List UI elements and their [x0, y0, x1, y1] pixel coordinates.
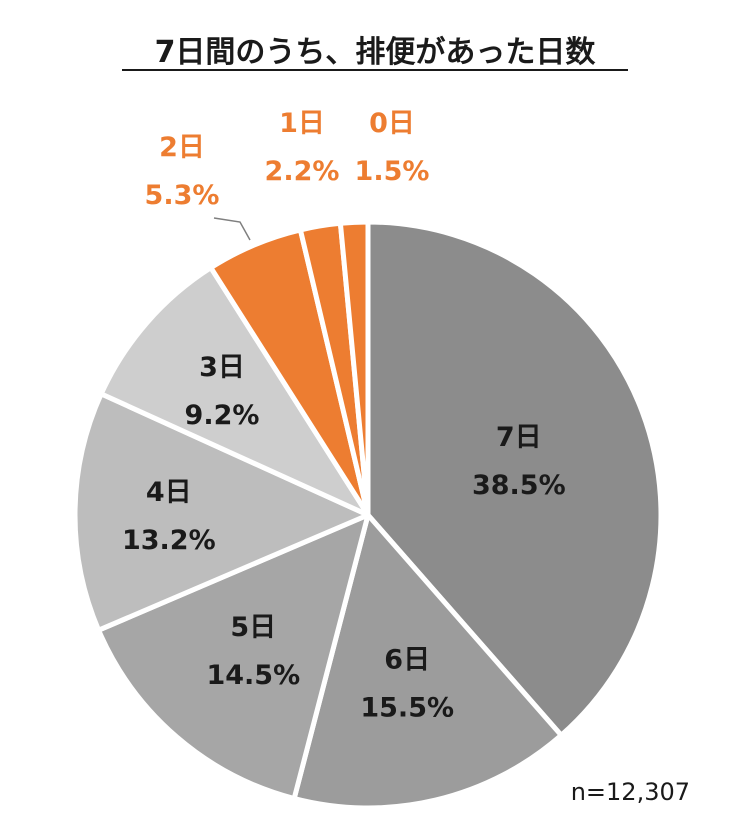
- pie-slice-1: [291, 512, 564, 811]
- slice-value-label-6: 2.2%: [265, 156, 340, 187]
- slice-category-label-3: 4日: [146, 477, 192, 508]
- slice-value-label-0: 38.5%: [472, 470, 566, 501]
- pie-slice-7: [337, 219, 371, 518]
- slice-value-label-7: 1.5%: [355, 156, 430, 187]
- slice-category-label-1: 6日: [384, 644, 430, 675]
- slice-value-label-1: 15.5%: [360, 692, 454, 723]
- slice-labels: 7日 38.5% 6日 15.5% 5日 14.5% 4日 13.2% 3日 9.2% 2日 5.3%…: [122, 108, 566, 723]
- chart-title: 7日間のうち、排便があった日数: [155, 35, 597, 70]
- pie-slice-0: [365, 219, 664, 738]
- slice-value-label-4: 9.2%: [185, 400, 260, 431]
- slice-category-label-4: 3日: [199, 352, 245, 383]
- slice-value-label-2: 14.5%: [206, 660, 300, 691]
- leader-lines: [213, 217, 251, 241]
- slice-category-label-2: 5日: [230, 612, 276, 643]
- leader-line-5: [213, 217, 251, 241]
- pie-slice-2: [96, 512, 371, 802]
- pie-slice-3: [72, 391, 371, 633]
- slice-value-label-3: 13.2%: [122, 525, 216, 556]
- pie-slice-4: [98, 265, 371, 518]
- slice-category-label-0: 7日: [496, 422, 542, 453]
- sample-size-note: n=12,307: [571, 778, 690, 806]
- pie-slices: [72, 219, 664, 811]
- slice-category-label-7: 0日: [369, 108, 415, 139]
- slice-category-label-5: 2日: [159, 132, 205, 163]
- slice-category-label-6: 1日: [279, 108, 325, 139]
- slice-value-label-5: 5.3%: [145, 180, 220, 211]
